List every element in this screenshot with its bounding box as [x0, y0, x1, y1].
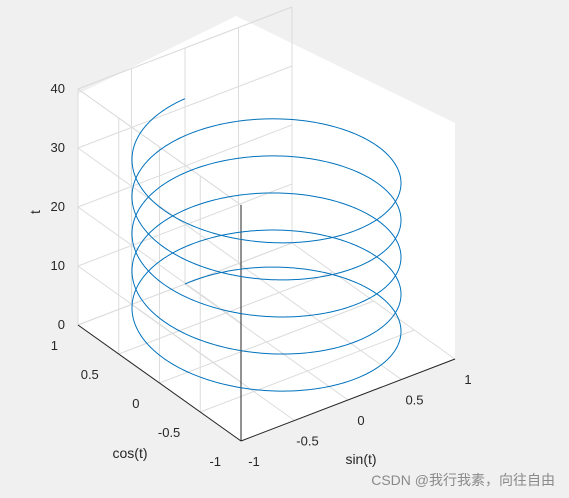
x-axis-label: sin(t) [345, 451, 376, 467]
box-top-edge-right [77, 6, 293, 90]
z-grid-line-right-wall [77, 65, 293, 149]
watermark: CSDN @我行我素，向往自由 [371, 472, 555, 488]
x-tick-label: 0.5 [405, 393, 423, 408]
axis-lines [77, 205, 456, 442]
box-top-edge-left [77, 88, 242, 206]
z-grid-line-left-wall [77, 147, 242, 265]
x-axis-line [240, 358, 456, 442]
y-grid-line-floor [118, 271, 333, 355]
back-wall-right [236, 16, 455, 359]
z-grid-line-left-wall [77, 206, 242, 324]
z-grid-line-right-wall [77, 183, 293, 267]
y-tick-label: -0.5 [158, 425, 180, 440]
x-tick-label: -1 [248, 454, 260, 469]
z-grid-line-left-wall [77, 265, 242, 383]
z-tick-label: 40 [51, 81, 65, 96]
z-tick-label: 30 [51, 140, 65, 155]
helix-series-line [131, 98, 402, 392]
back-wall-left [78, 16, 236, 325]
z-tick-label: 20 [51, 199, 65, 214]
y-tick-label: 0 [132, 396, 139, 411]
x-tick-label: -0.5 [296, 434, 318, 449]
y-axis-line [77, 324, 242, 442]
z-grid-line-right-wall [77, 124, 293, 208]
z-tick-label: 10 [51, 258, 65, 273]
z-tick-label: 0 [58, 317, 65, 332]
x-tick-label: 1 [464, 372, 471, 387]
y-tick-label: 0.5 [81, 367, 99, 382]
y-axis-label: cos(t) [113, 445, 148, 461]
z-axis-label: t [27, 210, 43, 214]
y-tick-label: -1 [209, 454, 221, 469]
y-tick-label: 1 [51, 338, 58, 353]
x-tick-label: 0 [357, 413, 364, 428]
y-grid-line-floor [159, 300, 374, 384]
y-grid-line-floor [200, 329, 415, 413]
